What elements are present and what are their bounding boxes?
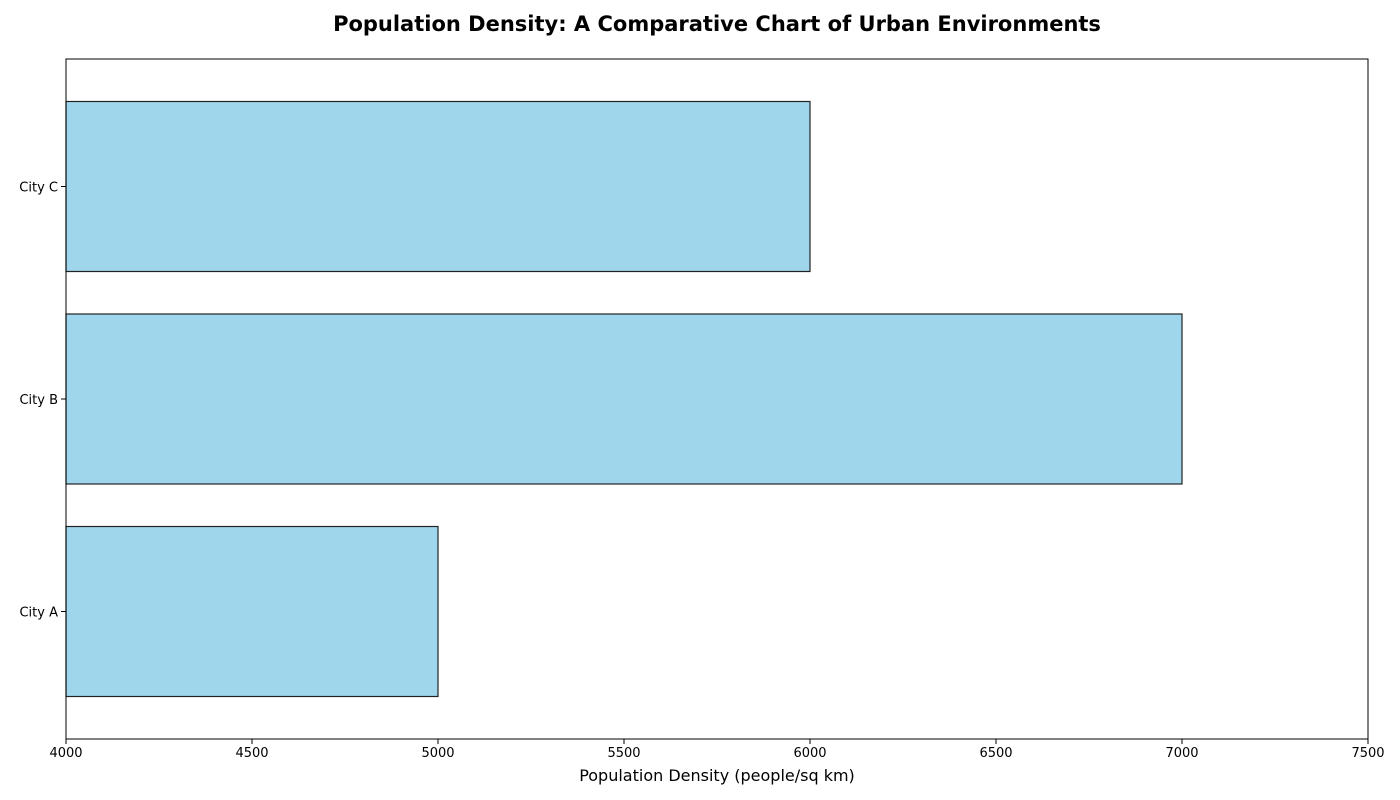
x-tick-label: 6000 — [793, 746, 826, 761]
y-axis: City A City B City C — [19, 181, 66, 621]
y-tick-label: City B — [19, 393, 58, 408]
x-tick-label: 4500 — [235, 746, 268, 761]
y-tick-label: City C — [19, 181, 58, 196]
x-axis: 4000 4500 5000 5500 6000 6500 7000 7500 — [49, 739, 1385, 761]
x-tick-label: 4000 — [49, 746, 82, 761]
x-axis-label: Population Density (people/sq km) — [579, 766, 855, 785]
bar-city-b — [65, 313, 1183, 485]
bar-city-c — [65, 100, 811, 273]
x-tick-label: 6500 — [979, 746, 1012, 761]
x-tick-label: 7000 — [1165, 746, 1198, 761]
x-tick-label: 5000 — [421, 746, 454, 761]
y-tick-label: City A — [19, 606, 58, 621]
x-tick-label: 7500 — [1351, 746, 1384, 761]
bars-layer — [65, 100, 1183, 698]
chart-title: Population Density: A Comparative Chart … — [333, 12, 1101, 36]
bar-city-a — [65, 525, 439, 698]
x-tick-label: 5500 — [607, 746, 640, 761]
